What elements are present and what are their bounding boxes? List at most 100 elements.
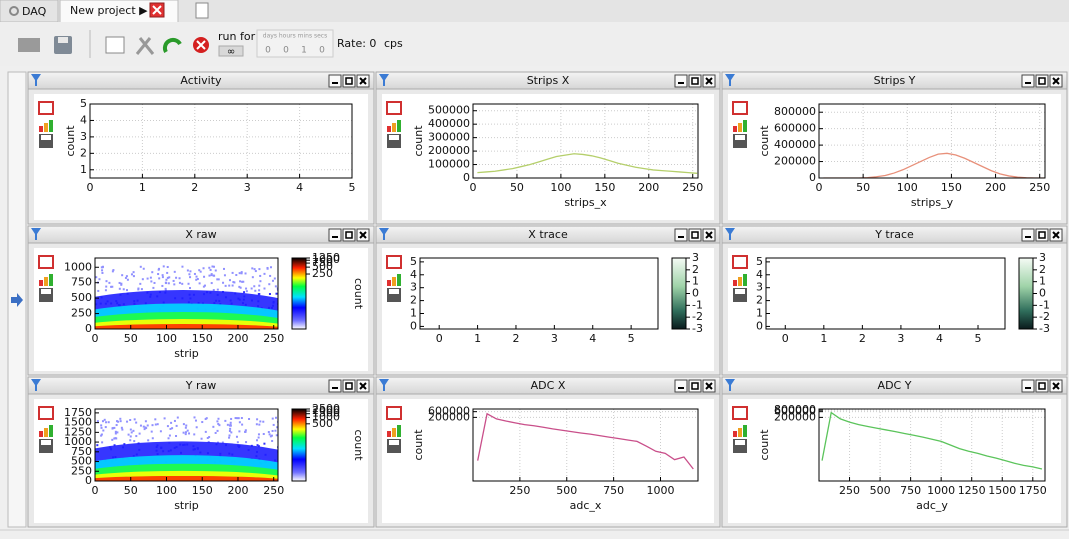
- window-min-button[interactable]: [328, 379, 342, 393]
- window-min-button[interactable]: [1021, 228, 1035, 242]
- plot-canvas: [728, 248, 1061, 371]
- zoom-icon[interactable]: [38, 101, 54, 115]
- heatmap-cell: [115, 437, 118, 440]
- heatmap-cell: [133, 418, 136, 421]
- scale-icon[interactable]: [49, 120, 53, 132]
- filter-icon[interactable]: [31, 74, 41, 86]
- window-max-button[interactable]: [688, 228, 702, 242]
- y-tick-label: 1750: [64, 406, 92, 419]
- filter-icon[interactable]: [31, 379, 41, 391]
- scale-icon[interactable]: [743, 425, 747, 437]
- heatmap-cell: [231, 284, 234, 287]
- scale-icon[interactable]: [39, 280, 43, 286]
- heatmap-cell: [144, 426, 147, 429]
- duration-box[interactable]: [256, 29, 334, 58]
- scale-icon[interactable]: [738, 123, 742, 132]
- zoom-icon[interactable]: [38, 406, 54, 420]
- y-tick-label: 600000: [774, 405, 816, 418]
- x-tick-label: 5: [975, 332, 982, 345]
- zoom-icon[interactable]: [38, 255, 54, 269]
- window-min-button[interactable]: [674, 74, 688, 88]
- colorbar: [1018, 257, 1034, 330]
- x-tick-label: 150: [594, 181, 615, 194]
- zoom-icon[interactable]: [386, 101, 402, 115]
- heatmap-cell: [182, 423, 185, 426]
- filter-icon[interactable]: [379, 74, 389, 86]
- heatmap-cell: [205, 417, 208, 420]
- window-max-button[interactable]: [688, 379, 702, 393]
- heatmap-cell: [259, 420, 262, 423]
- window-max-button[interactable]: [342, 379, 356, 393]
- plot-canvas: [728, 94, 1061, 220]
- x-tick-label: 2: [859, 332, 866, 345]
- window-min-button[interactable]: [1021, 74, 1035, 88]
- scale-icon[interactable]: [397, 274, 401, 286]
- scale-icon[interactable]: [387, 126, 391, 132]
- window-max-button[interactable]: [342, 74, 356, 88]
- filter-icon[interactable]: [725, 228, 735, 240]
- glyph: [1038, 382, 1046, 390]
- scale-icon[interactable]: [397, 425, 401, 437]
- window-max-button[interactable]: [342, 228, 356, 242]
- scale-icon[interactable]: [392, 428, 396, 437]
- heatmap-cell: [222, 281, 225, 284]
- window-min-button[interactable]: [674, 228, 688, 242]
- scale-icon[interactable]: [44, 277, 48, 286]
- scale-icon[interactable]: [49, 274, 53, 286]
- colorbar-tick-label: -2: [1039, 310, 1050, 323]
- colorbar-tick-label: -2: [692, 310, 703, 323]
- infinite-button[interactable]: [218, 45, 244, 57]
- filter-icon[interactable]: [725, 379, 735, 391]
- window-min-button[interactable]: [1021, 379, 1035, 393]
- scale-icon[interactable]: [738, 428, 742, 437]
- zoom-icon[interactable]: [386, 406, 402, 420]
- scale-icon[interactable]: [44, 428, 48, 437]
- tools-icon[interactable]: [135, 37, 155, 55]
- layout-icon[interactable]: [105, 36, 125, 54]
- scale-icon[interactable]: [392, 277, 396, 286]
- scale-icon[interactable]: [738, 277, 742, 286]
- heatmap-cell: [240, 417, 243, 420]
- heatmap-cell: [268, 433, 271, 436]
- zoom-icon[interactable]: [386, 255, 402, 269]
- heatmap-cell: [113, 444, 116, 447]
- window-max-button[interactable]: [1035, 228, 1049, 242]
- heatmap-cell: [258, 284, 261, 287]
- zoom-icon[interactable]: [732, 406, 748, 420]
- heatmap-cell: [210, 282, 213, 285]
- panel-titlebar: [375, 376, 721, 395]
- scale-icon[interactable]: [387, 280, 391, 286]
- dock-arrow[interactable]: [11, 293, 23, 307]
- heatmap-cell: [105, 421, 108, 424]
- window-max-button[interactable]: [1035, 379, 1049, 393]
- scale-icon[interactable]: [387, 431, 391, 437]
- scale-icon[interactable]: [39, 431, 43, 437]
- scale-icon[interactable]: [733, 431, 737, 437]
- filter-icon[interactable]: [31, 228, 41, 240]
- zoom-icon[interactable]: [732, 101, 748, 115]
- open-icon[interactable]: [18, 38, 40, 52]
- heatmap-cell: [116, 431, 119, 434]
- scale-icon[interactable]: [397, 120, 401, 132]
- window-min-button[interactable]: [674, 379, 688, 393]
- scale-icon[interactable]: [733, 126, 737, 132]
- scale-icon[interactable]: [49, 425, 53, 437]
- restart-icon[interactable]: [162, 37, 182, 53]
- new-tab[interactable]: [195, 2, 209, 19]
- scale-icon[interactable]: [39, 126, 43, 132]
- scale-icon[interactable]: [392, 123, 396, 132]
- filter-icon[interactable]: [725, 74, 735, 86]
- scale-icon[interactable]: [44, 123, 48, 132]
- plot-frame: [472, 408, 699, 482]
- filter-icon[interactable]: [379, 379, 389, 391]
- scale-icon[interactable]: [733, 280, 737, 286]
- filter-icon[interactable]: [379, 228, 389, 240]
- zoom-icon[interactable]: [732, 255, 748, 269]
- window-min-button[interactable]: [328, 74, 342, 88]
- window-min-button[interactable]: [328, 228, 342, 242]
- x-tick-label: 1500: [988, 484, 1016, 497]
- scale-icon[interactable]: [743, 274, 747, 286]
- scale-icon[interactable]: [743, 120, 747, 132]
- window-max-button[interactable]: [688, 74, 702, 88]
- window-max-button[interactable]: [1035, 74, 1049, 88]
